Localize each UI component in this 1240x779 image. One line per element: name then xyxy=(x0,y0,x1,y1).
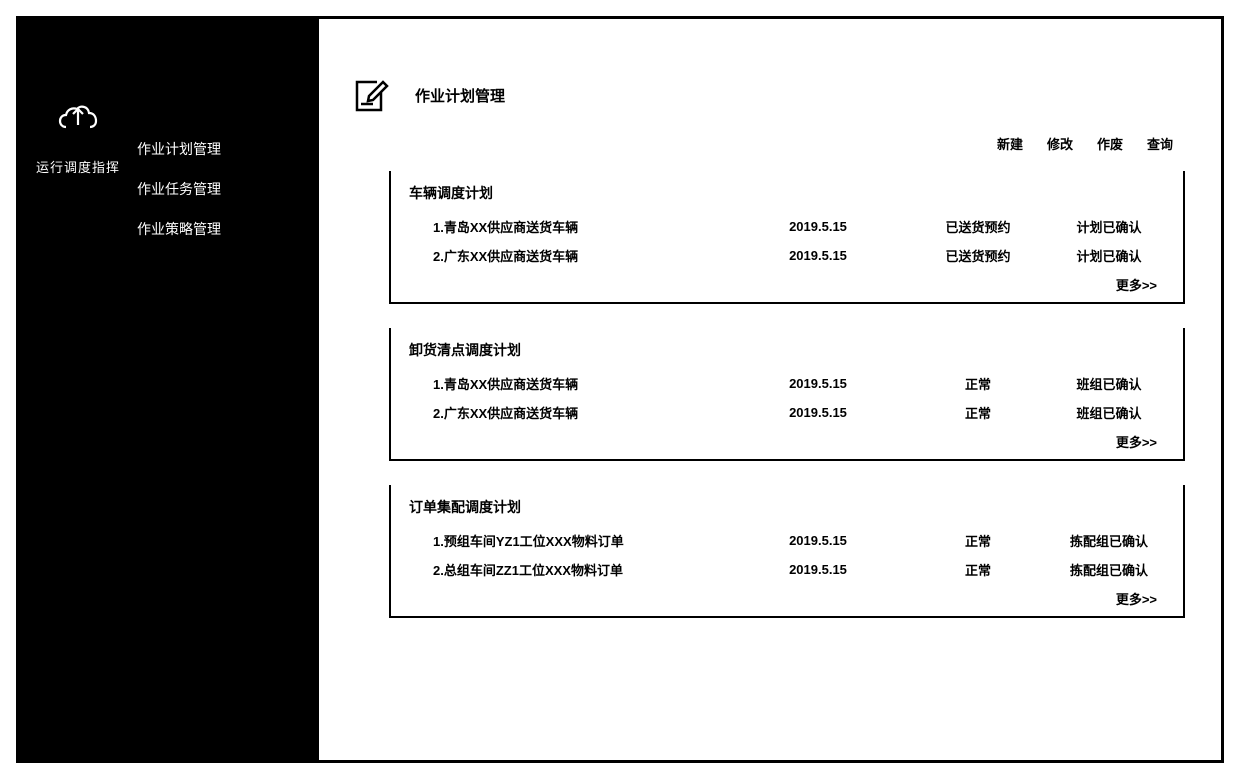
plan-desc: 1.青岛XX供应商送货车辆 xyxy=(433,374,733,393)
plan-date: 2019.5.15 xyxy=(733,376,903,391)
plan-row[interactable]: 2.广东XX供应商送货车辆 2019.5.15 已送货预约 计划已确认 xyxy=(409,246,1165,265)
plan-block-unload: 卸货清点调度计划 1.青岛XX供应商送货车辆 2019.5.15 正常 班组已确… xyxy=(389,328,1185,461)
plan-row[interactable]: 1.预组车间YZ1工位XXX物料订单 2019.5.15 正常 拣配组已确认 xyxy=(409,531,1165,550)
plan-status: 已送货预约 xyxy=(903,246,1053,265)
plan-date: 2019.5.15 xyxy=(733,248,903,263)
plan-desc: 2.广东XX供应商送货车辆 xyxy=(433,246,733,265)
plan-block-vehicle: 车辆调度计划 1.青岛XX供应商送货车辆 2019.5.15 已送货预约 计划已… xyxy=(389,171,1185,304)
plan-confirm: 班组已确认 xyxy=(1053,374,1165,393)
sidebar-item-plan-mgmt[interactable]: 作业计划管理 xyxy=(137,129,319,169)
action-query[interactable]: 查询 xyxy=(1147,134,1173,153)
plan-status: 正常 xyxy=(903,560,1053,579)
plan-desc: 2.总组车间ZZ1工位XXX物料订单 xyxy=(433,560,733,579)
plan-block-title: 车辆调度计划 xyxy=(409,183,1165,203)
plan-date: 2019.5.15 xyxy=(733,219,903,234)
dispatch-icon xyxy=(56,99,100,139)
plan-row[interactable]: 1.青岛XX供应商送货车辆 2019.5.15 正常 班组已确认 xyxy=(409,374,1165,393)
plan-desc: 1.青岛XX供应商送货车辆 xyxy=(433,217,733,236)
main-content: 作业计划管理 新建 修改 作废 查询 车辆调度计划 1.青岛XX供应商送货车辆 … xyxy=(319,19,1221,760)
plan-row[interactable]: 1.青岛XX供应商送货车辆 2019.5.15 已送货预约 计划已确认 xyxy=(409,217,1165,236)
action-modify[interactable]: 修改 xyxy=(1047,134,1073,153)
sidebar-menu: 作业计划管理 作业任务管理 作业策略管理 xyxy=(137,79,319,760)
plan-confirm: 计划已确认 xyxy=(1053,246,1165,265)
plan-block-title: 卸货清点调度计划 xyxy=(409,340,1165,360)
plan-date: 2019.5.15 xyxy=(733,405,903,420)
plan-confirm: 班组已确认 xyxy=(1053,403,1165,422)
plan-row[interactable]: 2.总组车间ZZ1工位XXX物料订单 2019.5.15 正常 拣配组已确认 xyxy=(409,560,1165,579)
plan-desc: 1.预组车间YZ1工位XXX物料订单 xyxy=(433,531,733,550)
plan-desc: 2.广东XX供应商送货车辆 xyxy=(433,403,733,422)
sidebar-brand: 运行调度指挥 xyxy=(19,79,137,760)
sidebar-item-task-mgmt[interactable]: 作业任务管理 xyxy=(137,169,319,209)
plan-status: 正常 xyxy=(903,403,1053,422)
more-link[interactable]: 更多>> xyxy=(409,275,1165,294)
plan-confirm: 拣配组已确认 xyxy=(1053,560,1165,579)
action-void[interactable]: 作废 xyxy=(1097,134,1123,153)
plan-status: 正常 xyxy=(903,374,1053,393)
sidebar: 运行调度指挥 作业计划管理 作业任务管理 作业策略管理 xyxy=(19,19,319,760)
page-title: 作业计划管理 xyxy=(415,85,505,106)
more-link[interactable]: 更多>> xyxy=(409,432,1165,451)
plan-confirm: 计划已确认 xyxy=(1053,217,1165,236)
main-header: 作业计划管理 xyxy=(349,74,1185,116)
plan-status: 已送货预约 xyxy=(903,217,1053,236)
plan-block-order: 订单集配调度计划 1.预组车间YZ1工位XXX物料订单 2019.5.15 正常… xyxy=(389,485,1185,618)
sidebar-item-strategy-mgmt[interactable]: 作业策略管理 xyxy=(137,209,319,249)
plan-date: 2019.5.15 xyxy=(733,562,903,577)
plan-confirm: 拣配组已确认 xyxy=(1053,531,1165,550)
plan-date: 2019.5.15 xyxy=(733,533,903,548)
plan-block-title: 订单集配调度计划 xyxy=(409,497,1165,517)
edit-page-icon xyxy=(349,74,391,116)
action-bar: 新建 修改 作废 查询 xyxy=(349,134,1185,153)
action-new[interactable]: 新建 xyxy=(997,134,1023,153)
sidebar-title: 运行调度指挥 xyxy=(36,157,120,176)
plan-status: 正常 xyxy=(903,531,1053,550)
app-frame: 运行调度指挥 作业计划管理 作业任务管理 作业策略管理 作业计划管理 新建 修改… xyxy=(16,16,1224,763)
more-link[interactable]: 更多>> xyxy=(409,589,1165,608)
plan-row[interactable]: 2.广东XX供应商送货车辆 2019.5.15 正常 班组已确认 xyxy=(409,403,1165,422)
